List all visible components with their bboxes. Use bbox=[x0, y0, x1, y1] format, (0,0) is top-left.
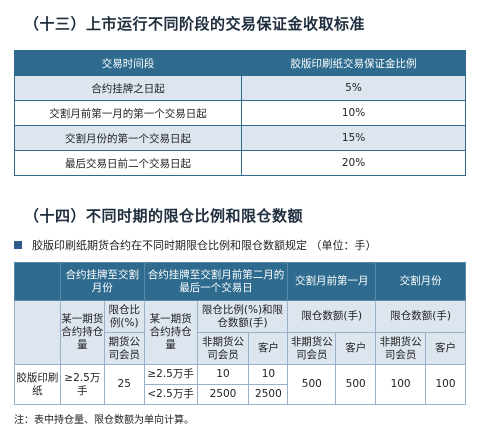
sub-header-row: 某一期货合约持仓量 限仓比例(%) 某一期货合约持仓量 限仓比例(%)和限仓数额… bbox=[14, 300, 466, 365]
table-caption-text: 胶版印刷纸期货合约在不同时期限仓比例和限仓数额规定 （单位：手） bbox=[32, 239, 377, 252]
section-14-title: （十四）不同时期的限仓比例和限仓数额 bbox=[24, 207, 304, 225]
corner-cell bbox=[14, 300, 61, 365]
g3-member-cell: 500 bbox=[287, 364, 337, 405]
header-g2-client: 客户 bbox=[248, 332, 289, 365]
table-caption: 胶版印刷纸期货合约在不同时期限仓比例和限仓数额规定 （单位：手） bbox=[14, 237, 377, 253]
header-g3: 交割月前第一月 bbox=[287, 262, 377, 301]
header-g4-client: 客户 bbox=[425, 332, 466, 365]
header-g4-limit: 限仓数额(手) bbox=[375, 300, 466, 333]
g1-threshold-cell: ≥2.5万手 bbox=[59, 364, 105, 405]
g3-client-cell: 500 bbox=[335, 364, 377, 405]
table-row: 交割月份的第一个交易日起 15% bbox=[14, 125, 466, 151]
g4-client-cell: 100 bbox=[425, 364, 466, 405]
header-g2-ratio: 限仓比例(%)和限仓数额(手) bbox=[196, 300, 289, 333]
header-g1-ratio: 限仓比例(%) bbox=[103, 300, 145, 333]
section-13-title: （十三）上市运行不同阶段的交易保证金收取标准 bbox=[24, 15, 366, 33]
header-g3-client: 客户 bbox=[335, 332, 377, 365]
header-g2-position: 某一期货合约持仓量 bbox=[143, 300, 198, 365]
g1-ratio-cell: 25 bbox=[103, 364, 145, 405]
table-row: <2.5万手 2500 2500 bbox=[15, 384, 466, 405]
ratio-cell: 15% bbox=[241, 125, 466, 151]
corner-cell bbox=[14, 262, 61, 301]
g2-threshold-cell: ≥2.5万手 bbox=[143, 364, 198, 385]
ratio-cell: 20% bbox=[241, 150, 466, 176]
table-row: 最后交易日前二个交易日起 20% bbox=[14, 150, 466, 176]
g2-member-cell: 2500 bbox=[196, 384, 250, 405]
position-limit-table: 合约挂牌至交割月份 合约挂牌至交割月前第二月的最后一个交易日 交割月前第一月 交… bbox=[14, 262, 466, 405]
header-g4-member: 非期货公司会员 bbox=[375, 332, 427, 365]
period-cell: 最后交易日前二个交易日起 bbox=[14, 150, 242, 176]
g2-client-cell: 2500 bbox=[248, 384, 289, 405]
header-margin-ratio: 胶版印刷纸交易保证金比例 bbox=[241, 50, 466, 76]
header-g2: 合约挂牌至交割月前第二月的最后一个交易日 bbox=[143, 262, 289, 301]
g4-member-cell: 100 bbox=[375, 364, 427, 405]
g2-threshold-cell: <2.5万手 bbox=[143, 384, 198, 405]
header-g1-member: 期货公司会员 bbox=[103, 332, 145, 365]
period-cell: 交割月份的第一个交易日起 bbox=[14, 125, 242, 151]
g2-client-cell: 10 bbox=[248, 364, 289, 385]
header-g4: 交割月份 bbox=[375, 262, 466, 301]
table-row: 交割月前第一月的第一个交易日起 10% bbox=[14, 100, 466, 126]
table-row: 胶版印刷纸 ≥2.5万手 25 ≥2.5万手 10 10 500 500 100… bbox=[14, 364, 466, 405]
header-g3-member: 非期货公司会员 bbox=[287, 332, 337, 365]
table-row: 合约挂牌之日起 5% bbox=[14, 75, 466, 101]
ratio-cell: 10% bbox=[241, 100, 466, 126]
header-g1: 合约挂牌至交割月份 bbox=[59, 262, 145, 301]
product-cell: 胶版印刷纸 bbox=[14, 364, 61, 405]
role-header-row: 期货公司会员 非期货公司会员 客户 非期货公司会员 客户 非期货公司会员 客户 bbox=[15, 332, 466, 365]
header-g1-position: 某一期货合约持仓量 bbox=[59, 300, 105, 365]
square-bullet-icon bbox=[14, 241, 22, 249]
margin-standard-table: 交易时间段 胶版印刷纸交易保证金比例 合约挂牌之日起 5% 交割月前第一月的第一… bbox=[14, 50, 466, 176]
header-trading-period: 交易时间段 bbox=[14, 50, 242, 76]
header-g2-member: 非期货公司会员 bbox=[196, 332, 250, 365]
table-header-row: 交易时间段 胶版印刷纸交易保证金比例 bbox=[14, 50, 466, 76]
period-cell: 交割月前第一月的第一个交易日起 bbox=[14, 100, 242, 126]
table-note: 注：表中持仓量、限仓数额为单向计算。 bbox=[14, 415, 194, 426]
header-g3-limit: 限仓数额(手) bbox=[287, 300, 377, 333]
group-header-row: 合约挂牌至交割月份 合约挂牌至交割月前第二月的最后一个交易日 交割月前第一月 交… bbox=[14, 262, 466, 301]
g2-member-cell: 10 bbox=[196, 364, 250, 385]
period-cell: 合约挂牌之日起 bbox=[14, 75, 242, 101]
ratio-cell: 5% bbox=[241, 75, 466, 101]
